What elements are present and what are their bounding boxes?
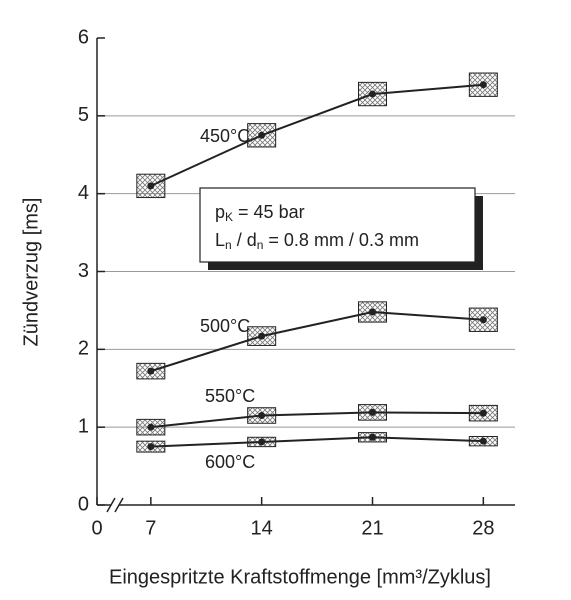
annotation-part: L (215, 230, 225, 250)
x-tick-label: 0 (91, 517, 102, 539)
annotation-part: = 45 bar (233, 202, 305, 222)
marker (369, 308, 376, 316)
series-label: 500°C (200, 316, 250, 336)
marker (479, 81, 487, 89)
marker (479, 437, 487, 445)
series-line (150, 436, 484, 448)
series-line (150, 310, 484, 373)
y-tick-label: 4 (78, 182, 89, 204)
annotation-part: n (257, 238, 264, 252)
annotation-part: K (225, 210, 233, 224)
x-tick-label: 7 (145, 517, 156, 539)
annotation-part: p (215, 202, 225, 222)
annotation: pK = 45 bar (215, 202, 305, 224)
series-line (150, 411, 484, 429)
axis-break (114, 497, 124, 513)
annotation-part: n (225, 238, 232, 252)
marker (479, 316, 487, 324)
x-tick-label: 21 (361, 517, 383, 539)
series-line (150, 83, 484, 187)
marker (147, 423, 155, 431)
marker (258, 332, 266, 340)
marker (147, 182, 155, 190)
y-tick-label: 1 (78, 415, 89, 437)
annotation: Ln / dn = 0.8 mm / 0.3 mm (215, 230, 419, 252)
y-tick-label: 3 (78, 260, 89, 282)
marker (147, 443, 155, 451)
y-tick-label: 2 (78, 338, 89, 360)
marker (147, 367, 155, 375)
axis-break (106, 497, 116, 513)
annotation-box (199, 187, 476, 263)
y-tick-label: 5 (78, 104, 89, 126)
series-label: 550°C (205, 386, 255, 406)
marker (369, 433, 376, 441)
marker (369, 90, 376, 98)
y-tick-label: 0 (78, 493, 89, 515)
marker (258, 131, 266, 139)
y-axis-title: Zündverzug [ms] (20, 198, 42, 347)
x-axis-title: Eingespritzte Kraftstoffmenge [mm³/Zyklu… (109, 566, 491, 588)
y-tick-label: 6 (78, 26, 89, 48)
series-label: 450°C (200, 126, 250, 146)
series-label: 600°C (205, 452, 255, 472)
marker (258, 438, 266, 446)
annotation-part: = 0.8 mm / 0.3 mm (263, 230, 419, 250)
marker (369, 408, 376, 416)
x-tick-label: 14 (251, 517, 273, 539)
marker (479, 409, 487, 417)
marker (258, 411, 266, 419)
annotation-part: / d (232, 230, 257, 250)
x-tick-label: 28 (472, 517, 494, 539)
